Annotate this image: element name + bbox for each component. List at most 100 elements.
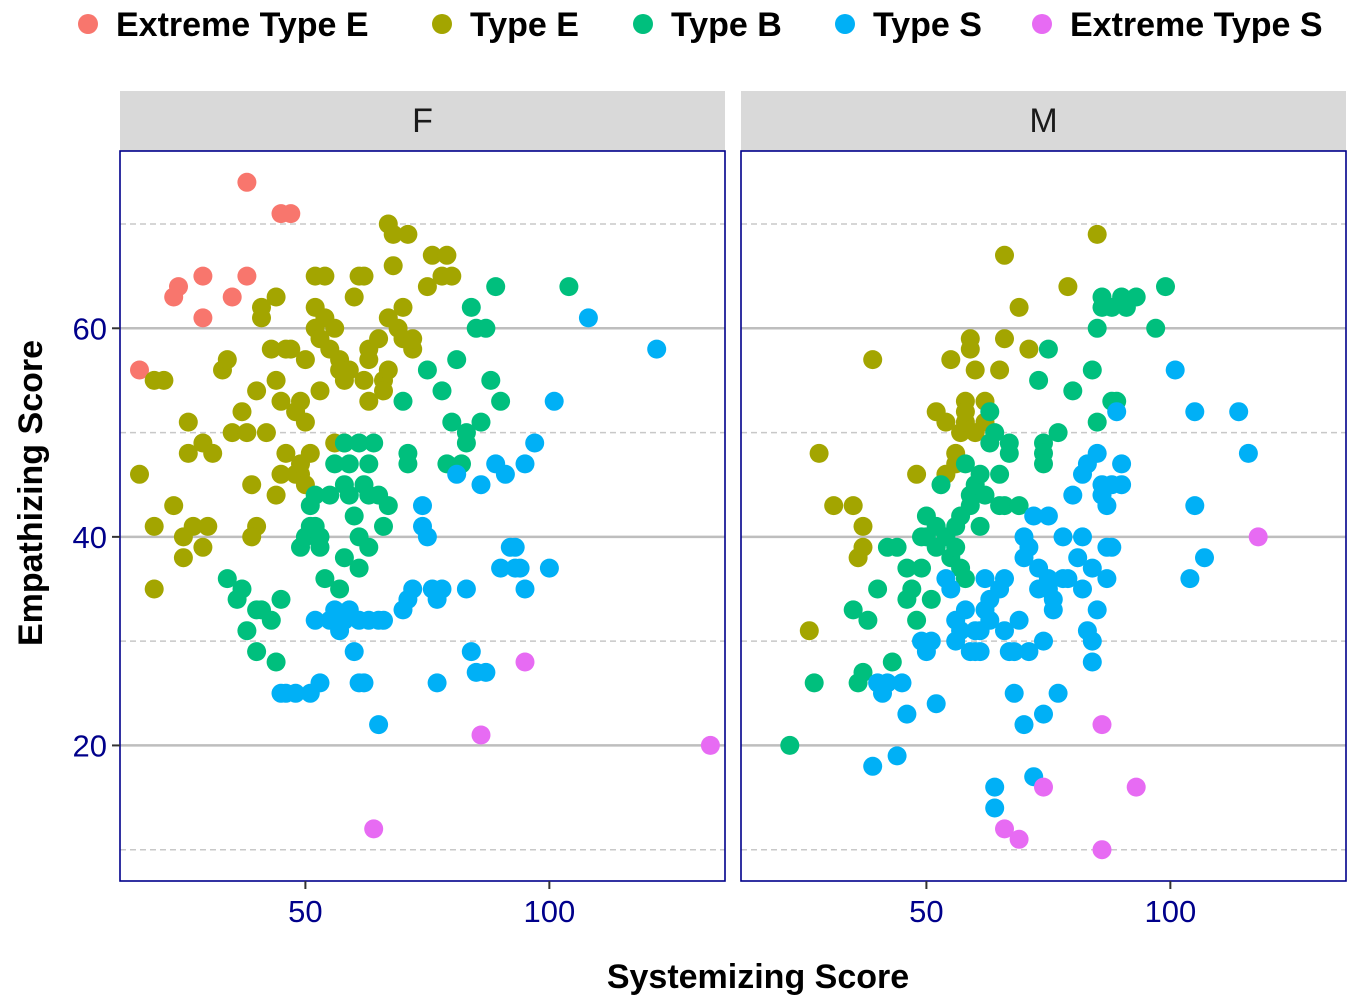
y-tick-label: 40: [73, 520, 107, 555]
point-m-type-b: [1048, 423, 1068, 443]
x-axis-ticks: 50 100 50 100: [288, 881, 1196, 929]
point-f-type-e: [154, 370, 174, 390]
point-m-type-s: [975, 569, 995, 589]
point-m-type-s: [1082, 631, 1102, 651]
point-f-type-b: [232, 579, 252, 599]
point-f-type-b: [330, 579, 350, 599]
point-m-type-e: [853, 516, 873, 536]
point-f-type-s: [491, 558, 511, 578]
point-f-type-b: [325, 454, 345, 474]
point-f-extreme-type-e: [193, 266, 213, 286]
point-f-type-s: [427, 673, 447, 693]
point-f-type-e: [242, 527, 262, 547]
point-m-type-s: [1073, 579, 1092, 599]
point-f-type-e: [178, 443, 198, 463]
point-m-type-b: [1063, 381, 1083, 401]
point-m-type-s: [1102, 537, 1122, 557]
point-f-extreme-type-s: [700, 735, 720, 755]
point-f-type-b: [417, 360, 437, 380]
point-f-type-e: [310, 381, 330, 401]
point-m-type-s: [892, 673, 912, 693]
point-m-type-b: [780, 735, 800, 755]
point-m-type-s: [1112, 454, 1132, 474]
legend-key-type-b: [633, 14, 653, 34]
point-f-extreme-type-e: [164, 287, 184, 307]
point-f-type-e: [344, 287, 364, 307]
point-m-type-e: [1058, 277, 1078, 297]
point-m-type-s: [887, 746, 907, 766]
point-f-extreme-type-e: [193, 308, 213, 328]
point-f-type-s: [447, 464, 467, 484]
point-f-type-e: [383, 256, 403, 276]
point-m-type-b: [907, 610, 927, 630]
legend-label-type-s: Type S: [873, 6, 982, 44]
point-f-extreme-type-e: [222, 287, 242, 307]
legend-label-type-e: Type E: [470, 6, 579, 44]
point-f-type-b: [456, 423, 476, 443]
point-f-type-b: [217, 569, 237, 589]
point-f-type-e: [437, 245, 457, 265]
point-f-type-b: [237, 621, 257, 641]
facet-strip-m-bg: [741, 91, 1346, 151]
point-f-type-b: [247, 642, 267, 662]
point-f-extreme-type-s: [364, 819, 384, 839]
facet-strip-f-bg: [120, 91, 725, 151]
point-m-type-e: [824, 496, 844, 516]
point-f-type-e: [442, 266, 462, 286]
point-f-type-e: [242, 475, 262, 495]
point-f-type-s: [286, 683, 306, 703]
point-f-type-b: [447, 350, 467, 370]
point-f-type-e: [193, 537, 213, 557]
point-m-type-s: [1063, 485, 1083, 505]
point-m-type-s: [1229, 402, 1249, 422]
point-m-type-s: [1097, 496, 1117, 516]
point-m-type-b: [931, 475, 951, 495]
point-f-type-b: [344, 506, 364, 526]
point-m-type-s: [1038, 569, 1058, 589]
legend-label-extreme-type-s: Extreme Type S: [1070, 6, 1323, 44]
point-m-type-e: [941, 350, 961, 370]
point-m-type-b: [853, 662, 873, 682]
point-f-type-e: [295, 350, 315, 370]
point-f-type-b: [315, 569, 335, 589]
y-tick-label: 20: [73, 728, 107, 763]
point-f-type-e: [403, 329, 423, 349]
point-f-type-b: [334, 548, 354, 568]
point-m-type-s: [1043, 600, 1063, 620]
point-f-type-e: [237, 423, 257, 443]
point-m-type-e: [995, 329, 1014, 349]
point-f-type-s: [456, 579, 476, 599]
point-f-type-s: [505, 537, 525, 557]
point-f-type-e: [222, 423, 242, 443]
point-f-type-b: [349, 527, 369, 547]
point-m-type-s: [1112, 475, 1132, 495]
point-m-type-s: [995, 569, 1014, 589]
point-m-type-e: [955, 402, 975, 422]
point-m-type-b: [946, 537, 966, 557]
point-f-type-e: [393, 297, 413, 317]
point-f-type-e: [325, 318, 345, 338]
legend-label-type-b: Type B: [671, 6, 782, 44]
point-f-type-e: [266, 287, 286, 307]
point-m-extreme-type-s: [1034, 777, 1053, 797]
point-f-type-s: [432, 579, 452, 599]
point-f-type-b: [359, 454, 379, 474]
y-axis-ticks: 20 40 60: [73, 311, 120, 763]
point-f-type-b: [393, 391, 413, 411]
point-f-type-b: [471, 412, 491, 432]
point-f-type-s: [515, 579, 535, 599]
point-f-type-b: [476, 318, 496, 338]
point-m-type-e: [936, 412, 956, 432]
point-m-type-e: [853, 537, 873, 557]
point-f-type-e: [271, 464, 291, 484]
point-f-type-e: [291, 391, 310, 411]
point-m-type-s: [877, 673, 897, 693]
point-m-type-s: [1004, 642, 1024, 662]
point-m-type-b: [1087, 318, 1107, 338]
point-m-type-s: [1019, 642, 1039, 662]
point-f-type-e: [198, 516, 218, 536]
point-m-type-b: [921, 589, 941, 609]
point-m-type-e: [843, 496, 863, 516]
point-f-type-e: [217, 350, 237, 370]
point-m-type-s: [1180, 569, 1200, 589]
